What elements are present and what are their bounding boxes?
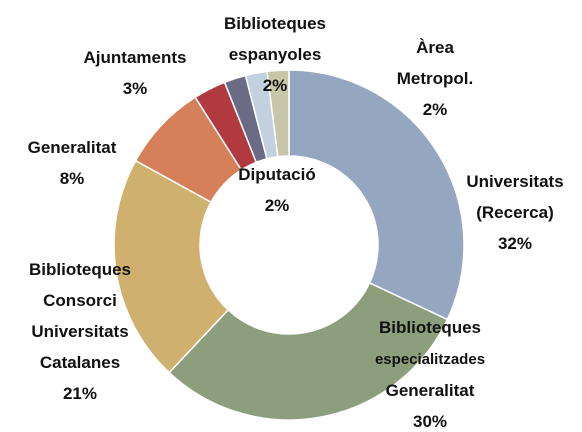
data-label: Ajuntaments 3% [84, 42, 187, 104]
label-name: Generalitat [27, 138, 117, 157]
label-value: 8% [59, 169, 85, 188]
donut-segment [288, 69, 465, 321]
label-name: Diputació [238, 165, 316, 184]
label-value: 2% [264, 196, 290, 215]
label-name: Àrea Metropol. [396, 38, 474, 88]
data-label: Diputació 2% [238, 159, 315, 221]
label-value: 32% [497, 234, 533, 253]
data-label: Biblioteques Consorci Universitats Catal… [29, 254, 131, 409]
label-name: Biblioteques espanyoles [223, 14, 327, 64]
label-name: Ajuntaments [83, 48, 187, 67]
data-label: Generalitat 8% [28, 132, 117, 194]
data-label: Universitats (Recerca) 32% [466, 166, 563, 259]
label-name: Biblioteques especialitzades Generalitat [374, 318, 486, 400]
label-value: 3% [122, 79, 148, 98]
label-name: Universitats (Recerca) [466, 172, 564, 222]
donut-segment [113, 159, 230, 374]
label-value: 21% [62, 384, 98, 403]
data-label: Àrea Metropol. 2% [397, 32, 474, 125]
label-value: 2% [422, 100, 448, 119]
label-value: 30% [412, 412, 448, 431]
donut-segment [168, 281, 449, 421]
data-label: Biblioteques espanyoles 2% [224, 8, 326, 101]
data-label: Biblioteques especialitzades Generalitat… [375, 312, 485, 432]
label-value: 2% [262, 76, 288, 95]
donut-segment [266, 69, 290, 158]
label-name: Biblioteques Consorci Universitats Catal… [28, 260, 132, 372]
